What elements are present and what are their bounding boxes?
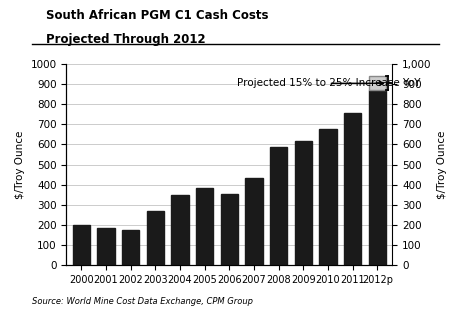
Bar [196,188,213,265]
Bar [344,113,361,265]
Bar [319,129,337,265]
Bar [146,211,164,265]
Bar [270,148,287,265]
Bar [171,195,188,265]
Text: Source: World Mine Cost Data Exchange, CPM Group: Source: World Mine Cost Data Exchange, C… [32,297,253,306]
Bar [97,228,115,265]
Bar [73,225,90,265]
Y-axis label: $/Troy Ounce: $/Troy Ounce [15,130,25,199]
Bar [245,178,262,265]
Text: Projected 15% to 25% Increase YoY: Projected 15% to 25% Increase YoY [237,78,420,88]
Bar [369,76,386,90]
Y-axis label: $/Troy Ounce: $/Troy Ounce [437,130,447,199]
Bar [221,194,238,265]
Bar [369,90,386,265]
Bar [122,230,139,265]
Text: South African PGM C1 Cash Costs: South African PGM C1 Cash Costs [46,9,269,22]
Text: Projected Through 2012: Projected Through 2012 [46,33,206,46]
Bar [295,141,312,265]
